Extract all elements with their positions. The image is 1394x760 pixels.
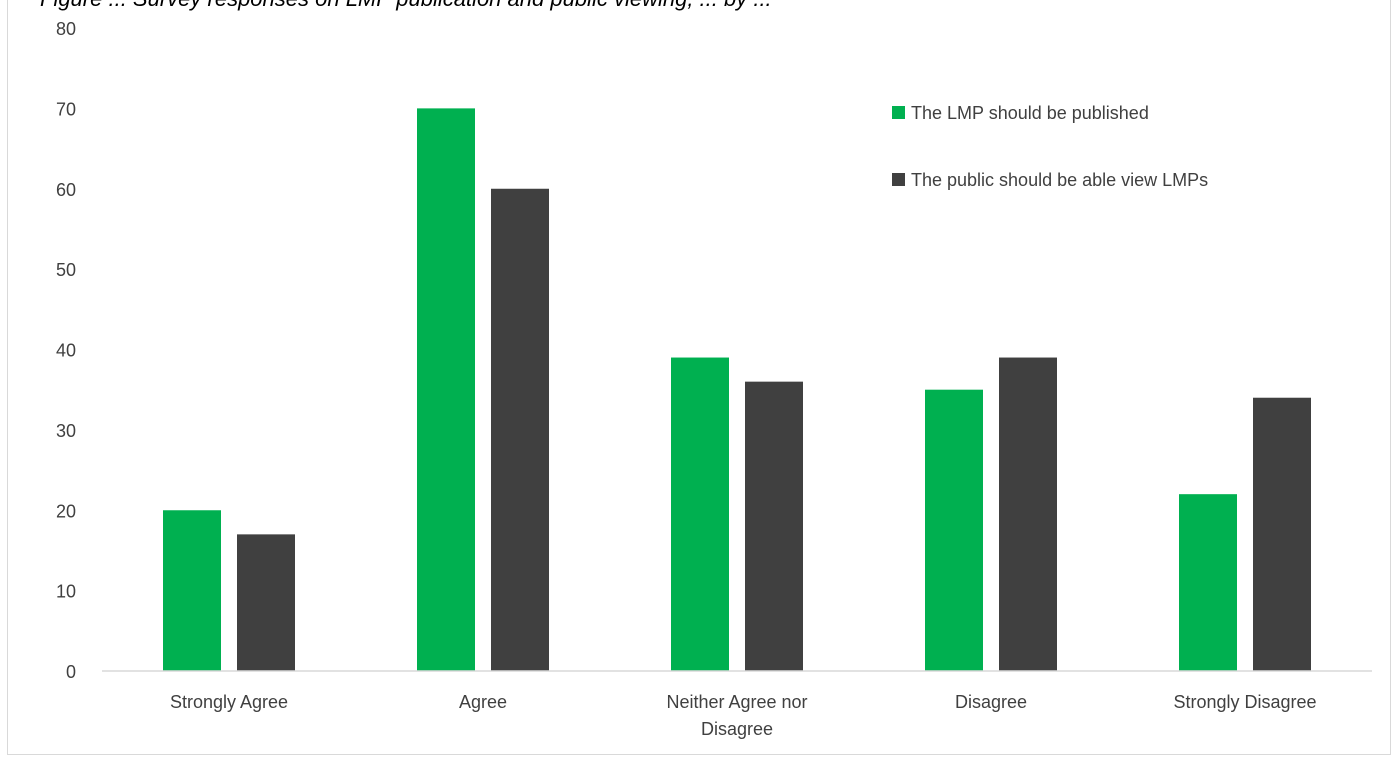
y-tick-label: 10	[56, 582, 76, 602]
y-tick-label: 70	[56, 99, 76, 119]
x-tick-label: Disagree	[955, 692, 1027, 712]
legend: The LMP should be published The public sh…	[892, 103, 1208, 190]
y-tick-label: 50	[56, 260, 76, 280]
legend-label: The LMP should be published	[911, 103, 1149, 123]
y-tick-label: 60	[56, 180, 76, 200]
chart-title: Figure ... Survey responses on LMP publi…	[40, 0, 772, 12]
bar	[1253, 397, 1311, 671]
x-tick-label: Neither Agree nor Disagree	[666, 692, 807, 739]
bar	[163, 510, 221, 671]
bar	[999, 357, 1057, 671]
legend-swatch	[892, 173, 905, 186]
y-tick-label: 80	[56, 19, 76, 39]
legend-swatch	[892, 106, 905, 119]
y-tick-label: 20	[56, 501, 76, 521]
bar	[671, 357, 729, 671]
bar	[237, 534, 295, 671]
bar	[745, 381, 803, 671]
chart-frame	[7, 0, 1391, 755]
x-tick-label: Strongly Agree	[170, 692, 288, 712]
y-tick-label: 40	[56, 341, 76, 361]
bar	[491, 188, 549, 671]
legend-label: The public should be able view LMPs	[911, 170, 1208, 190]
x-axis-labels: Strongly Agree Agree Neither Agree nor Disa…	[170, 692, 1317, 739]
x-tick-label: Agree	[459, 692, 507, 712]
y-axis-ticks: 0 10 20 30 40 50 60 70 80	[56, 19, 76, 682]
x-tick-label: Strongly Disagree	[1173, 692, 1316, 712]
bar	[925, 389, 983, 671]
bar	[417, 108, 475, 671]
bar	[1179, 494, 1237, 671]
bars	[163, 108, 1311, 671]
y-tick-label: 0	[66, 662, 76, 682]
y-tick-label: 30	[56, 421, 76, 441]
